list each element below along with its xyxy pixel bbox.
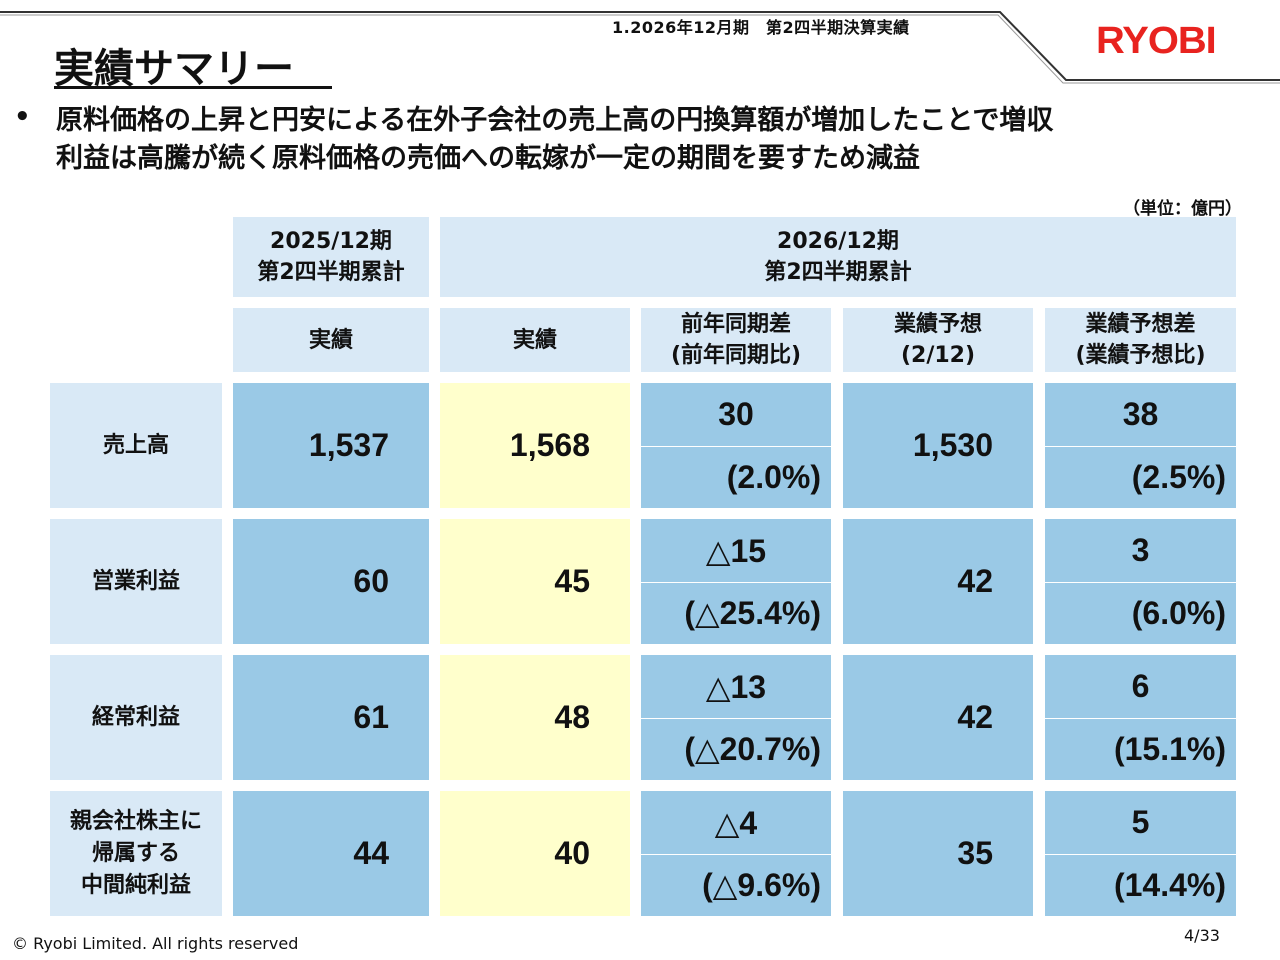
operating-profit-yoy: △15 (△25.4%) — [641, 519, 831, 644]
row-label-net-income: 親会社株主に 帰属する 中間純利益 — [50, 791, 222, 916]
operating-profit-forecast: 42 — [843, 519, 1033, 644]
ryobi-logo: RYOBI — [1096, 20, 1217, 62]
ordinary-profit-forecast-diff: 6 — [1045, 655, 1236, 719]
summary-line-2: 利益は高騰が続く原料価格の売価への転嫁が一定の期間を要すため減益 — [56, 143, 920, 174]
col-yoy: 前年同期差 (前年同期比) — [641, 308, 831, 372]
sales-curr-actual: 1,568 — [440, 383, 630, 508]
bullet-icon: • — [14, 102, 31, 132]
ordinary-profit-vs-forecast: 6 (15.1%) — [1045, 655, 1236, 780]
sales-yoy-diff: 30 — [641, 383, 831, 447]
sales-yoy-pct: (2.0%) — [726, 458, 821, 495]
net-income-forecast-diff: 5 — [1045, 791, 1236, 855]
sales-forecast-pct: (2.5%) — [1131, 458, 1226, 495]
period-prev-line1: 2025/12期 — [270, 229, 392, 254]
period-curr-line2: 第2四半期累計 — [764, 260, 912, 285]
operating-profit-curr-actual: 45 — [440, 519, 630, 644]
period-prev-header: 2025/12期 第2四半期累計 — [233, 217, 429, 297]
period-prev-line2: 第2四半期累計 — [257, 260, 405, 285]
operating-profit-prev-actual: 60 — [233, 519, 429, 644]
col-vs-forecast: 業績予想差 (業績予想比) — [1045, 308, 1236, 372]
net-income-yoy-diff: △4 — [641, 791, 831, 855]
sales-vs-forecast: 38 (2.5%) — [1045, 383, 1236, 508]
ordinary-profit-forecast: 42 — [843, 655, 1033, 780]
row-label-ordinary-profit: 経常利益 — [50, 655, 222, 780]
operating-profit-yoy-diff: △15 — [641, 519, 831, 583]
ordinary-profit-yoy-diff: △13 — [641, 655, 831, 719]
period-curr-header: 2026/12期 第2四半期累計 — [440, 217, 1236, 297]
period-curr-line1: 2026/12期 — [777, 229, 899, 254]
ordinary-profit-yoy-pct: (△20.7%) — [684, 731, 821, 767]
net-income-prev-actual: 44 — [233, 791, 429, 916]
sales-yoy: 30 (2.0%) — [641, 383, 831, 508]
net-income-vs-forecast: 5 (14.4%) — [1045, 791, 1236, 916]
ordinary-profit-yoy: △13 (△20.7%) — [641, 655, 831, 780]
sales-prev-actual: 1,537 — [233, 383, 429, 508]
section-subtitle: 1.2026年12月期 第2四半期決算実績 — [612, 18, 910, 37]
col-forecast: 業績予想 (2/12) — [843, 308, 1033, 372]
ordinary-profit-curr-actual: 48 — [440, 655, 630, 780]
operating-profit-yoy-pct: (△25.4%) — [684, 595, 821, 631]
title-underline — [54, 86, 332, 89]
col-prev-actual: 実績 — [233, 308, 429, 372]
operating-profit-vs-forecast: 3 (6.0%) — [1045, 519, 1236, 644]
unit-label: （単位：億円） — [1123, 199, 1242, 219]
sales-forecast: 1,530 — [843, 383, 1033, 508]
operating-profit-forecast-pct: (6.0%) — [1131, 594, 1226, 631]
row-label-operating-profit: 営業利益 — [50, 519, 222, 644]
page-title: 実績サマリー — [54, 46, 294, 92]
summary-line-1: 原料価格の上昇と円安による在外子会社の売上高の円換算額が増加したことで増収 — [56, 105, 1054, 136]
copyright: © Ryobi Limited. All rights reserved — [12, 934, 299, 953]
net-income-yoy-pct: (△9.6%) — [702, 867, 821, 903]
net-income-yoy: △4 (△9.6%) — [641, 791, 831, 916]
col-curr-actual: 実績 — [440, 308, 630, 372]
ordinary-profit-prev-actual: 61 — [233, 655, 429, 780]
summary-text: 原料価格の上昇と円安による在外子会社の売上高の円換算額が増加したことで増収 利益… — [56, 102, 1256, 178]
net-income-forecast-pct: (14.4%) — [1113, 866, 1226, 903]
sales-forecast-diff: 38 — [1045, 383, 1236, 447]
net-income-forecast: 35 — [843, 791, 1033, 916]
row-label-sales: 売上高 — [50, 383, 222, 508]
page-number: 4/33 — [1184, 926, 1220, 945]
net-income-curr-actual: 40 — [440, 791, 630, 916]
ordinary-profit-forecast-pct: (15.1%) — [1113, 730, 1226, 767]
header-rule — [0, 11, 1280, 84]
operating-profit-forecast-diff: 3 — [1045, 519, 1236, 583]
